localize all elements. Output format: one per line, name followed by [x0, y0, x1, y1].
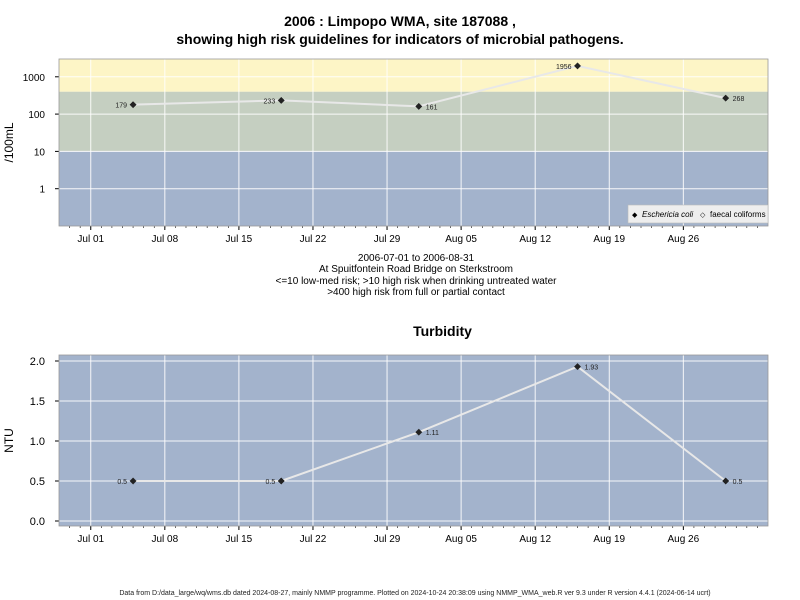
- plot-frame: [58, 354, 769, 527]
- x-tick-label: Jul 15: [226, 534, 253, 545]
- x-tick-label: Jul 01: [77, 534, 104, 545]
- x-tick-label: Aug 12: [519, 234, 551, 245]
- legend-label-ecoli: Eschericia coli: [642, 210, 693, 219]
- x-tick-label: Aug 12: [519, 534, 551, 545]
- x-tick-label: Aug 26: [667, 234, 699, 245]
- x-tick-label: Jul 08: [151, 534, 178, 545]
- legend-label-faecal: faecal coliforms: [710, 210, 766, 219]
- risk-band: [59, 91, 768, 152]
- data-label: 233: [264, 98, 276, 105]
- y-tick-label: 10: [34, 147, 46, 158]
- data-label: 0.5: [733, 479, 743, 486]
- data-point: [573, 62, 582, 70]
- data-label: 1956: [556, 64, 572, 71]
- y-tick-label: 100: [28, 110, 45, 121]
- y-axis-label: NTU: [2, 428, 16, 453]
- x-tick-label: Jul 29: [374, 234, 401, 245]
- caption-site: At Spuitfontein Road Bridge on Sterkstro…: [319, 264, 513, 275]
- data-label: 161: [426, 104, 438, 111]
- x-tick-label: Jul 01: [77, 234, 104, 245]
- y-tick-label: 1: [39, 185, 45, 196]
- x-tick-label: Aug 19: [593, 234, 625, 245]
- data-point: [277, 96, 285, 104]
- chart-subtitle: showing high risk guidelines for indicat…: [176, 31, 624, 47]
- y-tick-label: 1.0: [30, 436, 45, 448]
- y-tick-label: 1.5: [30, 396, 45, 408]
- x-tick-label: Aug 05: [445, 534, 477, 545]
- x-tick-label: Aug 19: [593, 534, 625, 545]
- caption-guideline-drinking: <=10 low-med risk; >10 high risk when dr…: [275, 276, 557, 287]
- x-tick-label: Jul 29: [374, 534, 401, 545]
- data-point: [129, 477, 137, 485]
- y-tick-label: 0.5: [30, 476, 45, 488]
- caption-guideline-contact: >400 high risk from full or partial cont…: [327, 287, 505, 298]
- data-label: 0.5: [265, 479, 275, 486]
- y-tick-label: 2.0: [30, 356, 45, 368]
- data-label: 268: [733, 96, 745, 103]
- data-label: 0.5: [117, 479, 127, 486]
- data-point: [129, 101, 137, 109]
- legend-symbol-faecal: ◇: [700, 211, 706, 219]
- risk-band: [59, 59, 768, 92]
- data-label: 179: [115, 103, 127, 110]
- x-tick-label: Aug 05: [445, 234, 477, 245]
- data-point: [573, 363, 582, 371]
- x-tick-label: Jul 22: [300, 234, 327, 245]
- x-tick-label: Jul 22: [300, 534, 327, 545]
- y-tick-label: 0.0: [30, 516, 45, 528]
- data-label: 1.93: [585, 365, 599, 372]
- x-tick-label: Aug 26: [667, 534, 699, 545]
- turbidity-title: Turbidity: [413, 323, 472, 339]
- y-axis-label: /100mL: [2, 122, 16, 162]
- caption-date-range: 2006-07-01 to 2006-08-31: [357, 253, 475, 264]
- data-point: [722, 94, 730, 102]
- data-label: 1.11: [426, 430, 439, 437]
- legend-box: [627, 204, 769, 224]
- legend-symbol-ecoli: ◆: [632, 211, 638, 219]
- data-point: [722, 477, 730, 485]
- plot-frame: [58, 58, 769, 227]
- chart-title: 2006 : Limpopo WMA, site 187088 ,: [284, 13, 516, 29]
- footer-note: Data from D:/data_large/wq/wms.db dated …: [119, 590, 711, 597]
- data-point: [277, 477, 285, 485]
- x-tick-label: Jul 15: [226, 234, 253, 245]
- y-tick-label: 1000: [23, 73, 46, 84]
- data-point: [415, 428, 423, 436]
- x-tick-label: Jul 08: [151, 234, 178, 245]
- data-point: [415, 102, 423, 110]
